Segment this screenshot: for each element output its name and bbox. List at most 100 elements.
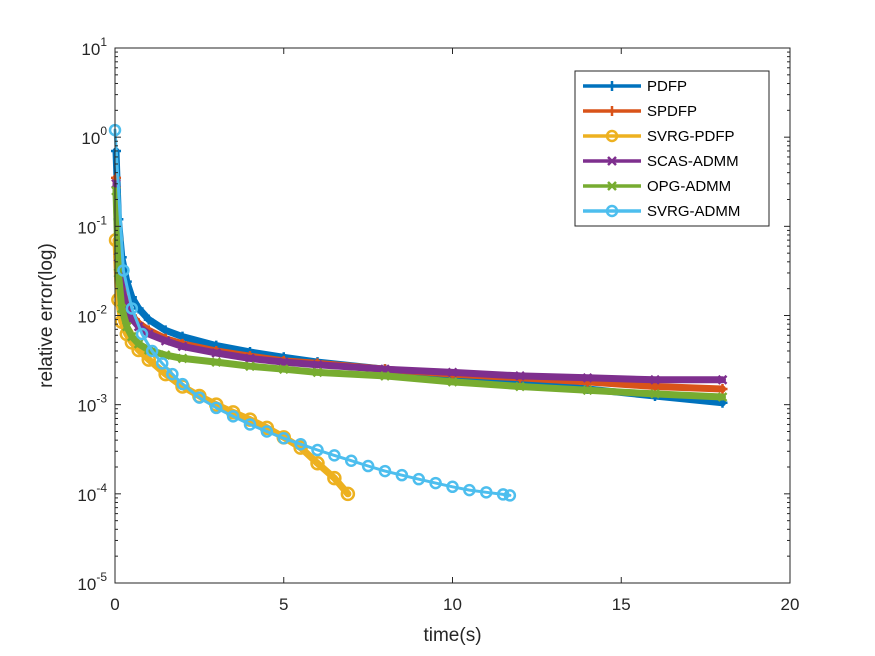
legend: PDFP SPDFP SVRG-PDFP SCAS-ADMM OPG-ADMM SVRG-… [574,70,770,227]
data-point-opg-admm [650,389,660,399]
series-layer [108,123,728,502]
legend-marker-spdfp [607,106,617,116]
data-point-svrg-pdfp [327,470,342,486]
data-point-svrg-admm [311,443,324,457]
data-point-scas-admm [650,374,660,385]
data-point-svrg-admm [117,264,130,277]
data-point-scas-admm [211,348,222,358]
legend-marker-pdfp [607,81,617,91]
legend-marker-scas-admm [607,156,617,166]
data-point-opg-admm [515,381,525,392]
data-point-opg-admm [133,339,144,349]
y-tick-label: 10-3 [77,392,107,416]
series-opg-admm [111,185,728,402]
data-point-opg-admm [447,377,458,387]
legend-entry-spdfp: SPDFP [583,103,697,120]
y-tick-label: 10-5 [77,570,107,594]
data-point-svrg-admm [156,357,169,370]
data-point-svrg-admm [294,437,307,451]
data-point-svrg-admm [210,401,223,415]
ticks-layer [114,47,791,584]
legend-entry-opg-admm: OPG-ADMM [583,178,731,195]
data-point-svrg-admm [135,327,149,341]
legend-entry-pdfp: PDFP [583,78,687,95]
y-tick-label: 101 [81,35,107,59]
y-tick-label: 10-4 [77,481,107,505]
legend-label-svrg-admm: SVRG-ADMM [647,203,740,220]
data-point-svrg-admm [176,377,189,391]
data-point-svrg-admm [429,476,442,490]
data-point-svrg-admm [446,480,459,494]
data-point-scas-admm [717,374,728,385]
data-point-svrg-admm [345,454,358,467]
data-point-svrg-admm [260,425,274,438]
data-point-svrg-admm [277,432,290,445]
x-tick-label: 5 [279,595,288,614]
data-point-opg-admm [278,364,289,375]
y-tick-label: 10-1 [77,213,107,237]
legend-marker-svrg-pdfp [605,129,619,143]
data-point-svrg-admm [412,472,425,486]
data-point-scas-admm [515,371,525,381]
data-point-spdfp [717,383,728,394]
y-tick-label: 100 [81,124,107,148]
data-point-opg-admm [121,321,132,332]
legend-label-pdfp: PDFP [647,78,687,95]
series-line-svrg-admm [113,128,512,497]
y-axis-label: relative error(log) [36,243,57,388]
data-point-svrg-admm [328,449,341,462]
data-point-scas-admm [312,359,323,370]
x-tick-label: 20 [781,595,800,614]
x-tick-label: 0 [110,595,119,614]
x-axis-label: time(s) [423,625,481,646]
data-point-opg-admm [717,392,728,402]
data-point-svrg-admm [463,483,476,497]
data-point-opg-admm [312,367,323,378]
data-point-svrg-admm [226,410,240,423]
data-point-svrg-admm [166,367,179,381]
data-point-svrg-pdfp [340,486,356,502]
data-point-scas-admm [447,367,458,378]
data-point-svrg-admm [193,391,206,404]
y-tick-label: 10-2 [77,303,107,327]
data-point-svrg-pdfp [175,379,190,394]
legend-entry-scas-admm: SCAS-ADMM [583,153,739,170]
legend-label-svrg-pdfp: SVRG-PDFP [647,128,735,145]
series-svrg-admm [108,123,517,502]
data-point-svrg-admm [125,302,139,315]
legend-label-opg-admm: OPG-ADMM [647,178,731,195]
x-tick-label: 15 [612,595,631,614]
data-point-scas-admm [245,353,255,364]
data-point-opg-admm [582,385,593,396]
data-point-svrg-admm [243,418,257,431]
data-point-svrg-admm [378,464,392,478]
legend-entry-svrg-admm: SVRG-ADMM [583,203,740,220]
legend-label-scas-admm: SCAS-ADMM [647,153,739,170]
x-tick-label: 10 [443,595,462,614]
data-point-opg-admm [177,353,188,364]
data-point-opg-admm [211,357,222,368]
legend-box [574,70,770,227]
legend-marker-svrg-admm [605,204,619,218]
legend-entry-svrg-pdfp: SVRG-PDFP [583,128,735,145]
data-point-svrg-admm [361,459,375,473]
data-point-scas-admm [582,372,593,383]
data-point-scas-admm [177,341,188,352]
legend-label-spdfp: SPDFP [647,103,697,120]
data-point-svrg-admm [145,344,159,358]
data-point-pdfp [133,303,144,314]
y-tick-labels: 101 100 10-1 10-2 10-3 10-4 10-5 [77,35,107,594]
x-tick-labels: 0 5 10 15 20 [110,595,799,614]
data-point-opg-admm [116,303,127,314]
data-point-scas-admm [160,335,171,346]
data-point-opg-admm [126,331,137,342]
data-point-svrg-pdfp [310,456,325,471]
data-point-svrg-admm [480,486,493,499]
data-point-opg-admm [380,371,390,381]
data-point-pdfp [143,314,154,325]
data-point-svrg-admm [503,489,517,502]
data-point-opg-admm [245,361,255,372]
data-point-svrg-admm [395,468,409,482]
legend-marker-opg-admm [607,181,617,191]
